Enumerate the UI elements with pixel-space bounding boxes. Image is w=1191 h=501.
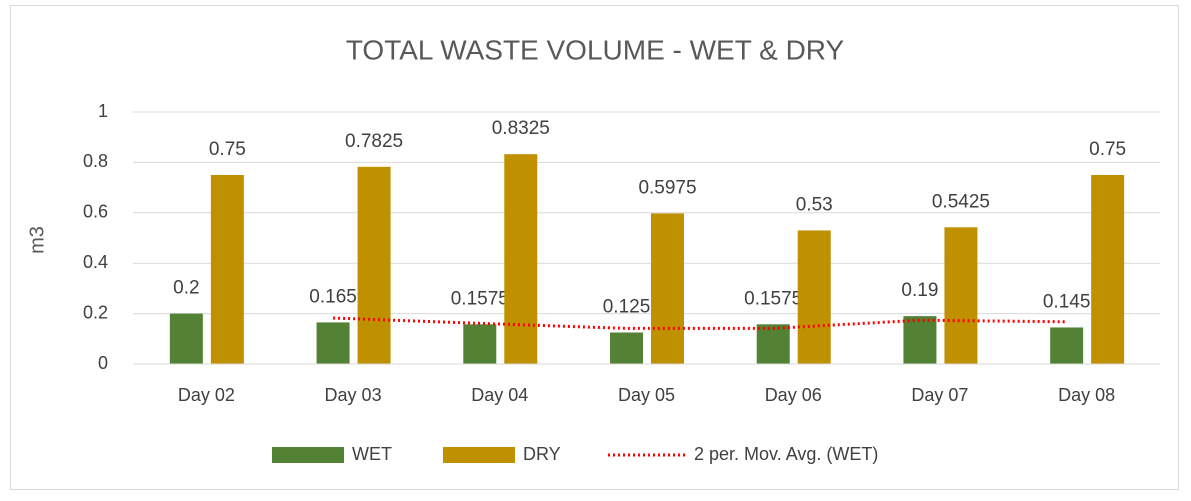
x-tick-label: Day 05	[618, 385, 675, 405]
legend-label: WET	[352, 444, 392, 464]
data-label: 0.165	[309, 286, 357, 307]
bar	[944, 227, 978, 364]
data-label: 0.5975	[638, 177, 696, 198]
y-tick-label: 0.8	[83, 151, 108, 171]
bar	[169, 313, 203, 364]
bar	[797, 230, 831, 364]
data-label: 0.1575	[451, 288, 509, 309]
data-label: 0.145	[1043, 291, 1091, 312]
x-tick-label: Day 04	[471, 385, 528, 405]
data-label: 0.75	[209, 139, 246, 160]
y-axis-label: m3	[26, 226, 48, 254]
bar	[651, 213, 684, 364]
trendline	[333, 316, 1067, 330]
x-tick-label: Day 07	[911, 385, 968, 405]
y-tick-label: 1	[98, 101, 108, 121]
y-tick-label: 0	[98, 353, 108, 373]
legend-swatch	[443, 447, 515, 463]
data-label: 0.75	[1089, 139, 1126, 160]
data-label: 0.53	[796, 194, 833, 215]
data-label: 0.1575	[744, 288, 802, 309]
x-tick-label: Day 08	[1058, 385, 1115, 405]
x-tick-label: Day 06	[765, 385, 822, 405]
bar	[316, 322, 350, 364]
legend-swatch	[272, 447, 344, 463]
legend-label: 2 per. Mov. Avg. (WET)	[694, 444, 878, 464]
chart-border	[10, 5, 1179, 490]
bar	[903, 316, 937, 364]
x-tick-label: Day 02	[178, 385, 235, 405]
legend-label: DRY	[523, 444, 561, 464]
y-tick-label: 0.6	[83, 202, 108, 222]
x-tick-label: Day 03	[325, 385, 382, 405]
bar	[1091, 175, 1125, 364]
chart-title: TOTAL WASTE VOLUME - WET & DRY	[346, 34, 845, 65]
y-tick-label: 0.4	[83, 252, 108, 272]
bar	[610, 332, 643, 364]
data-label: 0.7825	[345, 131, 403, 152]
bar	[357, 166, 391, 364]
y-tick-label: 0.2	[83, 302, 108, 322]
data-label: 0.2	[173, 278, 199, 299]
bar	[504, 154, 538, 364]
bar	[1050, 327, 1084, 364]
bar	[463, 324, 497, 364]
data-label: 0.125	[603, 297, 651, 318]
data-label: 0.8325	[492, 118, 550, 139]
bar	[210, 175, 244, 364]
data-label: 0.5425	[932, 191, 990, 212]
bar	[756, 324, 790, 364]
data-label: 0.19	[901, 280, 938, 301]
